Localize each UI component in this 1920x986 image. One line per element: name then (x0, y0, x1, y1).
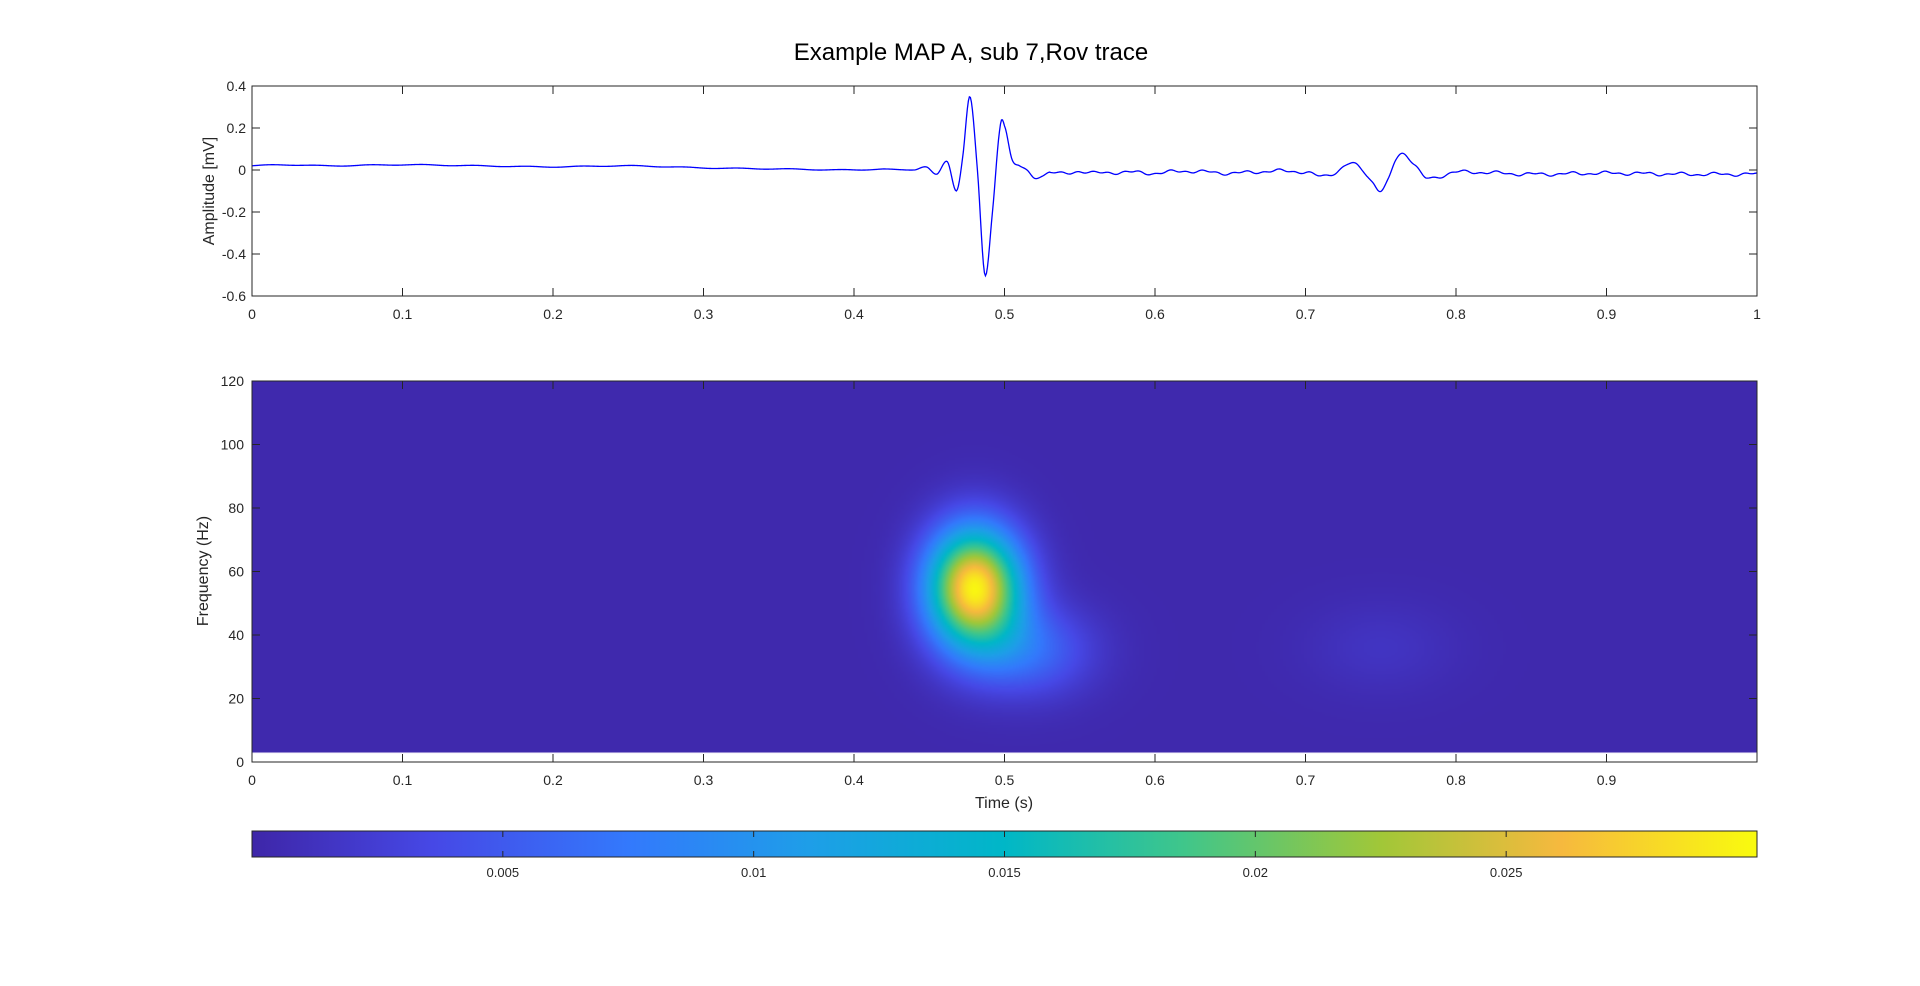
amplitude-x-tick-label: 0.3 (694, 306, 714, 322)
spectrogram-x-tick-label: 0.6 (1145, 772, 1165, 788)
colorbar-tick-label: 0.005 (487, 865, 520, 880)
amplitude-y-tick-label: -0.4 (222, 246, 246, 262)
spectrogram-ticks: 0 0.1 0.2 0.3 0.4 0.5 0.6 0.7 0.8 0.9 0 20 40 60 80 100… (221, 373, 1757, 788)
colorbar: 0.005 0.01 0.015 0.02 0.025 (251, 830, 1758, 880)
amplitude-trace (252, 95, 1757, 278)
spectrogram-y-tick-label: 60 (228, 564, 244, 580)
spectrogram-y-tick-label: 20 (228, 691, 244, 707)
amplitude-y-tick-label: 0.2 (227, 120, 247, 136)
spectrogram-x-label: Time (s) (975, 795, 1033, 812)
amplitude-x-tick-label: 0.8 (1446, 306, 1466, 322)
spectrogram-y-tick-label: 80 (228, 500, 244, 516)
spectrogram-x-tick-label: 0.8 (1446, 772, 1466, 788)
amplitude-x-tick-label: 0.1 (393, 306, 413, 322)
amplitude-x-tick-label: 1 (1753, 306, 1761, 322)
amplitude-plot-area (252, 86, 1757, 296)
amplitude-axes-box (251, 85, 1758, 297)
colorbar-tick-label: 0.015 (988, 865, 1021, 880)
amplitude-x-tick-label: 0.9 (1597, 306, 1617, 322)
spectrogram-axes-box (251, 380, 1758, 763)
amplitude-y-tick-label: 0 (238, 162, 246, 178)
amplitude-x-tick-label: 0.7 (1296, 306, 1316, 322)
colorbar-ticks: 0.005 0.01 0.015 0.02 0.025 (487, 831, 1523, 880)
amplitude-y-tick-label: -0.6 (222, 288, 246, 304)
colorbar-tick-label: 0.01 (741, 865, 766, 880)
amplitude-x-tick-label: 0.2 (543, 306, 563, 322)
spectrogram-y-tick-label: 40 (228, 627, 244, 643)
amplitude-axes: 0 0.1 0.2 0.3 0.4 0.5 0.6 0.7 0.8 0.9 1 -0.6 -0.4 -0.… (201, 78, 1761, 322)
colorbar-box (251, 830, 1758, 858)
spectrogram-x-tick-label: 0.1 (393, 772, 413, 788)
amplitude-x-tick-label: 0.4 (844, 306, 864, 322)
spectrogram-x-tick-label: 0.5 (995, 772, 1015, 788)
spectrogram-x-tick-label: 0.9 (1597, 772, 1617, 788)
spectrogram-x-tick-label: 0 (248, 772, 256, 788)
amplitude-y-label: Amplitude [mV] (201, 137, 218, 245)
spectrogram-heatmap (252, 381, 1757, 762)
spectrogram-x-tick-label: 0.3 (694, 772, 714, 788)
spectrogram-y-tick-label: 120 (221, 373, 245, 389)
amplitude-y-tick-label: 0.4 (227, 78, 247, 94)
amplitude-x-tick-label: 0.6 (1145, 306, 1165, 322)
amplitude-y-tick-label: -0.2 (222, 204, 246, 220)
spectrogram-x-tick-label: 0.4 (844, 772, 864, 788)
spectrogram-x-tick-label: 0.2 (543, 772, 563, 788)
spectrogram-x-tick-label: 0.7 (1296, 772, 1316, 788)
spectrogram-y-label: Frequency (Hz) (195, 516, 212, 626)
amplitude-x-tick-label: 0.5 (995, 306, 1015, 322)
figure-title: Example MAP A, sub 7,Rov trace (794, 39, 1148, 66)
spectrogram-y-tick-label: 100 (221, 437, 245, 453)
spectrogram-axes: 0 0.1 0.2 0.3 0.4 0.5 0.6 0.7 0.8 0.9 0 20 40 60 80 100… (195, 373, 1758, 812)
colorbar-tick-label: 0.02 (1243, 865, 1268, 880)
amplitude-x-tick-label: 0 (248, 306, 256, 322)
spectrogram-y-tick-label: 0 (236, 754, 244, 770)
colorbar-tick-label: 0.025 (1490, 865, 1523, 880)
amplitude-ticks: 0 0.1 0.2 0.3 0.4 0.5 0.6 0.7 0.8 0.9 1 -0.6 -0.4 -0.… (222, 78, 1761, 322)
